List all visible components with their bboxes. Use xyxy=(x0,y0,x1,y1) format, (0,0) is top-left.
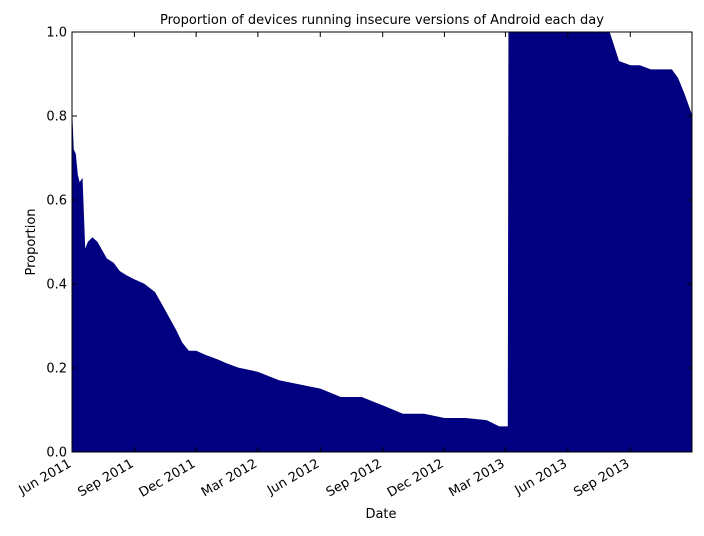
y-tick-label: 0.6 xyxy=(46,194,67,209)
area-series-0 xyxy=(71,31,693,453)
y-tick-label: 0.4 xyxy=(46,278,67,293)
y-axis-label: Proportion xyxy=(24,208,39,275)
x-tick-label: Sep 2011 xyxy=(75,456,136,500)
plot-frame xyxy=(71,31,693,453)
x-tick-label: Dec 2012 xyxy=(385,456,447,500)
chart-title: Proportion of devices running insecure v… xyxy=(160,13,604,28)
y-tick-label: 0.8 xyxy=(46,110,67,125)
x-axis-label: Date xyxy=(365,507,396,522)
y-tick-label: 1.0 xyxy=(46,26,67,41)
y-tick-label: 0.0 xyxy=(46,446,67,461)
x-tick-label: Jun 2012 xyxy=(264,456,322,498)
x-tick-label: Dec 2011 xyxy=(137,456,199,500)
x-tick-label: Sep 2012 xyxy=(324,456,385,500)
x-tick-label: Mar 2012 xyxy=(199,456,260,500)
x-tick-label: Sep 2013 xyxy=(571,456,632,500)
y-tick-label: 0.2 xyxy=(46,362,67,377)
x-tick-label: Jun 2011 xyxy=(16,456,74,498)
x-tick-label: Mar 2013 xyxy=(446,456,507,500)
x-tick-label: Jun 2013 xyxy=(512,456,570,498)
